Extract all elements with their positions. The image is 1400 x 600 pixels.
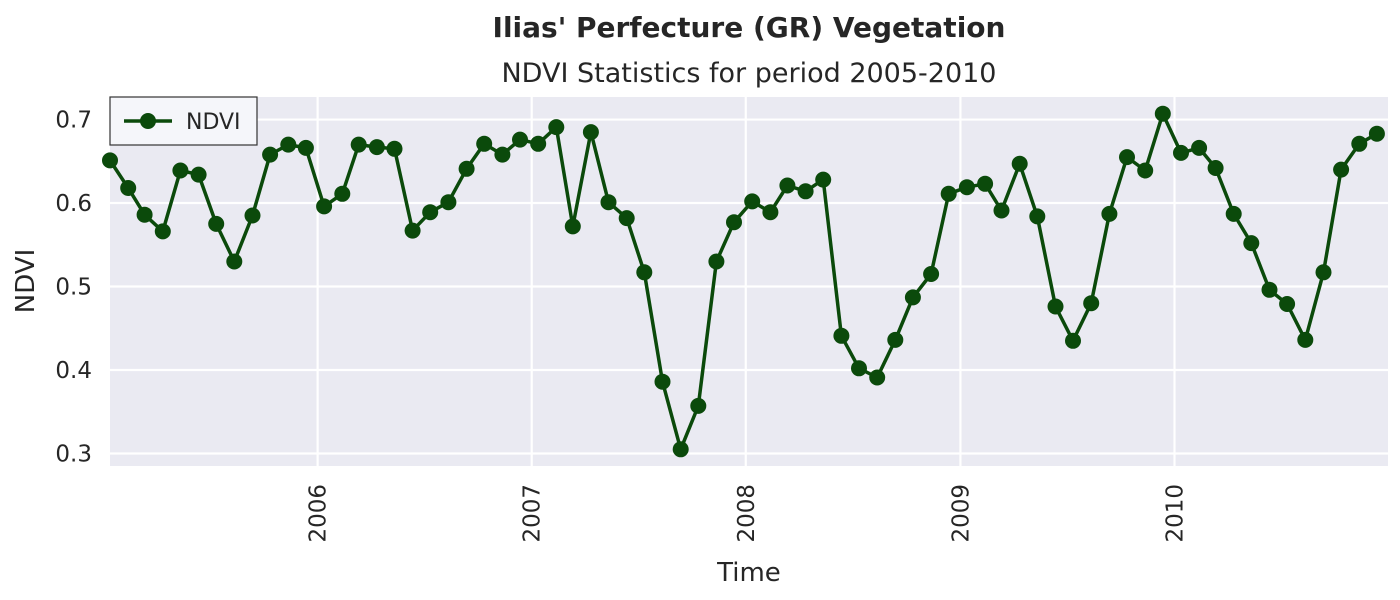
data-point bbox=[744, 193, 761, 210]
data-point bbox=[102, 152, 118, 169]
data-point bbox=[582, 124, 599, 141]
legend: NDVI bbox=[109, 96, 258, 146]
data-point bbox=[386, 140, 403, 157]
data-point bbox=[762, 204, 779, 221]
data-point bbox=[1191, 139, 1208, 156]
data-point bbox=[208, 215, 225, 232]
data-point bbox=[548, 119, 565, 136]
data-point bbox=[334, 185, 351, 202]
data-point bbox=[1011, 155, 1028, 172]
data-point bbox=[530, 135, 547, 152]
y-axis-label: NDVI bbox=[11, 249, 41, 313]
x-tick-labels: 2006 2007 2008 2009 2010 bbox=[306, 484, 1189, 543]
data-point bbox=[1083, 295, 1100, 312]
data-point bbox=[1333, 161, 1350, 178]
data-point bbox=[1297, 331, 1314, 348]
data-point bbox=[977, 175, 994, 192]
data-point bbox=[1279, 296, 1296, 312]
data-point bbox=[600, 194, 617, 211]
data-point bbox=[1315, 264, 1332, 281]
data-point bbox=[1173, 144, 1189, 161]
data-point bbox=[869, 369, 886, 386]
data-point bbox=[726, 214, 742, 231]
data-point bbox=[833, 327, 850, 344]
data-point bbox=[1029, 208, 1046, 225]
chart-title: Ilias' Perfecture (GR) Vegetation bbox=[493, 11, 1006, 44]
y-tick-label: 0.6 bbox=[55, 191, 92, 217]
y-tick-label: 0.5 bbox=[55, 275, 92, 301]
data-point bbox=[1101, 205, 1118, 222]
data-point bbox=[564, 218, 581, 235]
data-point bbox=[1119, 149, 1135, 166]
data-point bbox=[654, 373, 671, 390]
data-point bbox=[440, 194, 457, 211]
x-tick-label: 2009 bbox=[948, 484, 974, 543]
data-point bbox=[368, 139, 385, 156]
x-tick-label: 2010 bbox=[1163, 484, 1189, 543]
y-tick-label: 0.3 bbox=[55, 441, 92, 467]
data-point bbox=[120, 180, 137, 196]
x-axis-label: Time bbox=[716, 558, 781, 588]
data-point bbox=[226, 253, 243, 270]
data-point bbox=[797, 183, 814, 200]
data-point bbox=[244, 207, 261, 224]
data-point bbox=[923, 266, 940, 282]
data-point bbox=[297, 139, 314, 156]
data-point bbox=[1207, 160, 1224, 176]
data-point bbox=[1225, 205, 1242, 222]
data-point bbox=[422, 204, 439, 221]
data-point bbox=[136, 206, 153, 223]
data-point bbox=[172, 162, 189, 179]
y-tick-label: 0.7 bbox=[55, 108, 92, 134]
data-point bbox=[1261, 281, 1278, 298]
data-point bbox=[1243, 235, 1260, 252]
data-point bbox=[1351, 135, 1368, 152]
data-point bbox=[1065, 332, 1081, 349]
data-point bbox=[618, 210, 635, 227]
chart-subtitle: NDVI Statistics for period 2005-2010 bbox=[501, 58, 996, 89]
series-ndvi bbox=[102, 105, 1385, 458]
data-point bbox=[316, 198, 333, 215]
data-point bbox=[1368, 125, 1385, 142]
data-point bbox=[262, 146, 279, 163]
x-tick-label: 2006 bbox=[306, 484, 332, 543]
data-point bbox=[708, 253, 725, 270]
data-point bbox=[904, 289, 921, 306]
legend-marker bbox=[140, 113, 156, 129]
data-point bbox=[636, 264, 653, 281]
data-point bbox=[154, 223, 171, 240]
data-point bbox=[512, 131, 528, 148]
data-point bbox=[404, 222, 421, 239]
data-point bbox=[672, 441, 689, 458]
data-point bbox=[887, 331, 904, 348]
data-point bbox=[779, 177, 796, 194]
data-point bbox=[494, 146, 511, 163]
data-point bbox=[190, 166, 207, 183]
data-point bbox=[1047, 298, 1064, 315]
data-point bbox=[940, 185, 957, 202]
data-point bbox=[1137, 162, 1154, 179]
y-tick-label: 0.4 bbox=[55, 358, 92, 384]
data-point bbox=[993, 202, 1010, 219]
data-point bbox=[958, 179, 975, 196]
data-point bbox=[280, 136, 297, 153]
data-point bbox=[815, 171, 832, 188]
x-tick-label: 2008 bbox=[734, 484, 760, 543]
data-point bbox=[476, 135, 493, 152]
data-point bbox=[851, 360, 867, 377]
legend-label: NDVI bbox=[186, 110, 241, 135]
data-point bbox=[350, 136, 367, 153]
data-point bbox=[690, 397, 707, 414]
data-point bbox=[1154, 105, 1171, 122]
y-tick-labels: 0.3 0.4 0.5 0.6 0.7 bbox=[55, 108, 92, 468]
x-tick-label: 2007 bbox=[520, 484, 546, 543]
data-point bbox=[458, 160, 475, 177]
